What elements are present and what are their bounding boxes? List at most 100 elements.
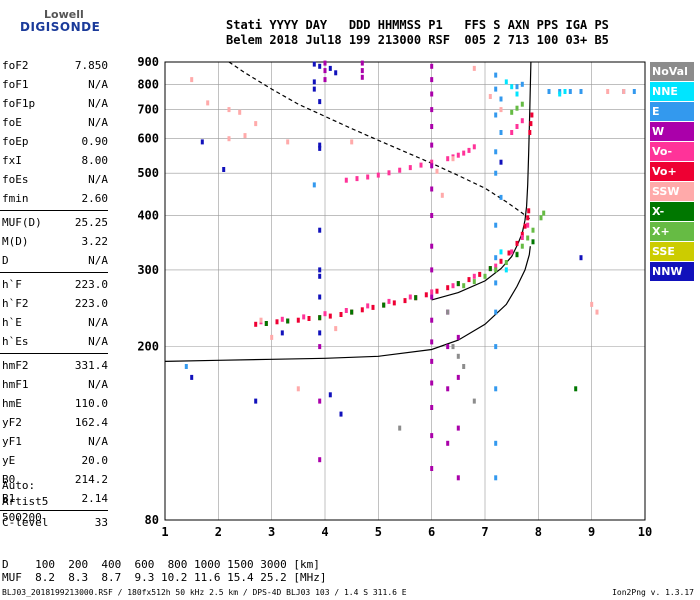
echo-point-south-west bbox=[227, 136, 231, 142]
param-row: fxI 8.00 bbox=[0, 151, 112, 170]
legend-entry: NNE bbox=[650, 82, 694, 101]
echo-point-x-mode bbox=[494, 267, 498, 273]
echo-point-nnw bbox=[328, 65, 332, 71]
echo-point-west bbox=[430, 124, 434, 129]
echo-point-south-west bbox=[334, 326, 338, 332]
header-line-1: Stati YYYY DAY DDD HHMMSS P1 FFS S AXN P… bbox=[226, 18, 609, 32]
echo-point-west bbox=[430, 317, 434, 323]
echo-point-east bbox=[547, 89, 551, 94]
echo-point-ordinary bbox=[520, 231, 524, 237]
param-value: 8.00 bbox=[81, 154, 109, 167]
echo-point-ordinary bbox=[507, 250, 511, 256]
param-label: fxI bbox=[2, 154, 22, 167]
echo-point-nnw bbox=[318, 330, 322, 336]
echo-point-south-west bbox=[206, 100, 210, 106]
echo-point-no-value bbox=[451, 344, 455, 350]
echo-point-west bbox=[323, 77, 327, 83]
echo-point-x-mode bbox=[504, 260, 508, 265]
echo-point-nnw bbox=[318, 227, 322, 233]
param-row: yF2 162.4 bbox=[0, 413, 112, 432]
echo-point-second-hop bbox=[344, 177, 348, 183]
echo-point-south-west bbox=[227, 107, 231, 113]
legend-entry: W bbox=[650, 122, 694, 141]
legend-entry: E bbox=[650, 102, 694, 121]
echo-point-nnw bbox=[200, 139, 204, 145]
echo-point-ordinary bbox=[523, 223, 527, 229]
echo-point-ordinary bbox=[529, 121, 533, 127]
auto-label: Auto: bbox=[2, 479, 36, 492]
echo-point-west bbox=[430, 186, 434, 192]
param-label: h`F2 bbox=[2, 297, 29, 310]
x-tick-label: 1 bbox=[161, 525, 168, 539]
param-label: yF2 bbox=[2, 416, 22, 429]
x-tick-label: 2 bbox=[215, 525, 222, 539]
echo-point-west bbox=[430, 163, 434, 169]
param-row: hmF2 331.4 bbox=[0, 356, 112, 375]
param-value: 7.850 bbox=[74, 59, 108, 72]
param-row: yE 20.0 bbox=[0, 451, 112, 470]
x-tick-label: 3 bbox=[268, 525, 275, 539]
param-label: MUF(D) bbox=[2, 216, 42, 229]
echo-point-nnw bbox=[328, 392, 332, 398]
echo-point-east bbox=[499, 194, 503, 200]
param-value: 2.60 bbox=[81, 192, 109, 205]
param-value: N/A bbox=[88, 173, 108, 186]
param-value: 3.22 bbox=[81, 235, 109, 248]
param-separator bbox=[0, 353, 108, 354]
echo-point-second-hop bbox=[355, 176, 359, 182]
legend-entry: SSE bbox=[650, 242, 694, 261]
echo-point-south-west bbox=[472, 65, 476, 71]
echo-point-vo-minus bbox=[344, 308, 348, 313]
echo-point-x-minus bbox=[456, 281, 460, 287]
param-label: hmF1 bbox=[2, 378, 29, 391]
echo-point-nnw bbox=[318, 145, 322, 151]
echo-point-nne bbox=[515, 91, 519, 97]
echo-point-ordinary bbox=[339, 312, 343, 317]
param-label: C-level bbox=[2, 516, 49, 529]
echo-point-nnw bbox=[318, 273, 322, 279]
param-row: foF1 N/A bbox=[0, 75, 112, 94]
echo-point-east bbox=[494, 170, 498, 176]
echo-point-south-west bbox=[435, 168, 439, 174]
y-tick-label: 500 bbox=[137, 166, 159, 180]
echo-point-second-hop bbox=[456, 152, 460, 158]
param-label: foF2 bbox=[2, 59, 29, 72]
param-separator bbox=[0, 510, 108, 511]
param-label: M(D) bbox=[2, 235, 29, 248]
echo-point-west bbox=[456, 334, 460, 340]
auto-program: Artist5 bbox=[2, 495, 49, 508]
echo-point-west bbox=[360, 74, 364, 80]
echo-point-west bbox=[430, 91, 434, 97]
echo-point-west bbox=[430, 433, 434, 439]
param-row: h`F2 223.0 bbox=[0, 294, 112, 313]
echo-point-x-mode bbox=[542, 210, 546, 216]
echo-point-x-mode bbox=[510, 109, 514, 115]
echo-point-nnw bbox=[499, 159, 503, 165]
echo-point-west bbox=[430, 213, 434, 218]
profile-curve bbox=[164, 246, 531, 362]
echo-point-vo-minus bbox=[451, 283, 455, 289]
echo-point-x-minus bbox=[264, 321, 268, 326]
echo-point-nnw bbox=[280, 330, 284, 336]
y-tick-label: 200 bbox=[137, 340, 159, 354]
echo-point-nne bbox=[510, 84, 514, 90]
echo-point-second-hop bbox=[472, 144, 476, 150]
legend-entry: Vo+ bbox=[650, 162, 694, 181]
echo-point-west bbox=[323, 68, 327, 74]
echo-point-south-west bbox=[440, 192, 444, 198]
param-row: B0 214.2 bbox=[0, 470, 112, 489]
param-value: 214.2 bbox=[74, 473, 108, 486]
echo-point-west bbox=[430, 294, 434, 300]
param-row: foF1p N/A bbox=[0, 94, 112, 113]
param-label: yF1 bbox=[2, 435, 22, 448]
echo-point-ordinary bbox=[446, 285, 450, 291]
echo-point-second-hop bbox=[462, 150, 466, 156]
param-label: foE bbox=[2, 116, 22, 129]
echo-point-east bbox=[494, 309, 498, 315]
echo-point-west bbox=[430, 405, 434, 410]
echo-point-x-mode bbox=[539, 215, 543, 221]
param-label: foEs bbox=[2, 173, 29, 186]
echo-point-east bbox=[494, 344, 498, 350]
echo-point-east bbox=[520, 81, 524, 87]
echo-point-west bbox=[456, 374, 460, 380]
